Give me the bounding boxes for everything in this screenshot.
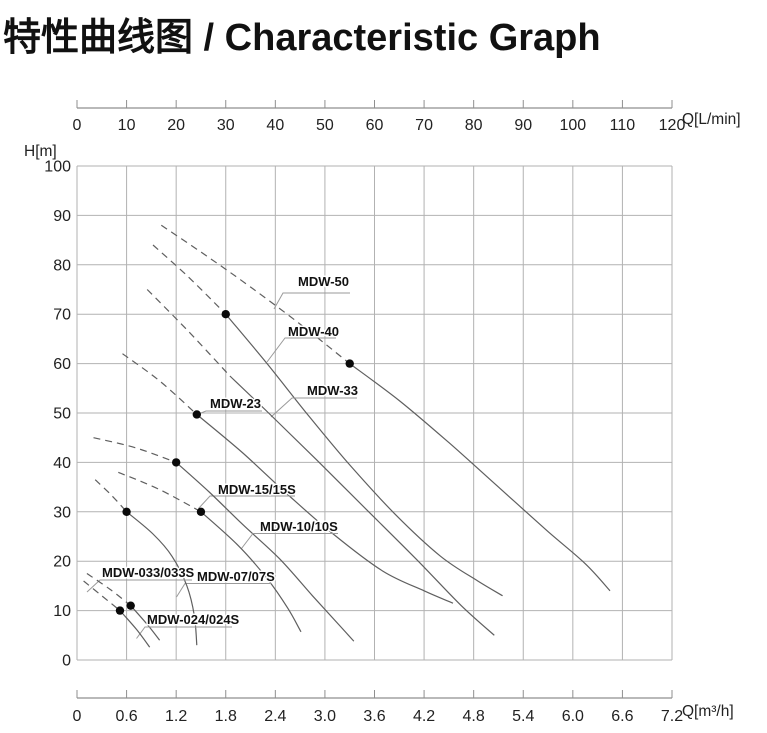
leader-line-mdw-50 bbox=[273, 292, 350, 310]
top-axis-tick-label: 60 bbox=[366, 117, 384, 134]
top-axis-tick-label: 120 bbox=[659, 117, 686, 134]
leader-line-mdw-10-10s bbox=[241, 533, 338, 549]
top-axis-tick-label: 70 bbox=[415, 117, 433, 134]
leader-line-mdw-33 bbox=[270, 397, 357, 418]
curve-solid-mdw-07-07s bbox=[126, 511, 198, 646]
page-title: 特性曲线图 / Characteristic Graph bbox=[3, 17, 601, 59]
curve-dashed-mdw-33 bbox=[146, 289, 231, 377]
top-axis-tick-label: 50 bbox=[316, 117, 334, 134]
top-axis-tick-label: 0 bbox=[73, 117, 82, 134]
curve-label-mdw-10-10s: MDW-10/10S bbox=[260, 519, 338, 534]
bottom-axis-tick-label: 5.4 bbox=[512, 708, 534, 725]
left-axis-tick-label: 50 bbox=[53, 406, 71, 423]
left-axis-tick-label: 70 bbox=[53, 307, 71, 324]
leader-line-mdw-024-024s bbox=[136, 626, 232, 639]
curve-solid-mdw-50 bbox=[349, 363, 611, 592]
top-axis-tick-label: 40 bbox=[266, 117, 284, 134]
bottom-axis-tick-label: 1.2 bbox=[165, 708, 187, 725]
bottom-axis-unit-label: Q[m³/h] bbox=[682, 703, 734, 720]
curve-label-mdw-50: MDW-50 bbox=[298, 274, 349, 289]
left-axis-tick-label: 30 bbox=[53, 504, 71, 521]
curve-label-mdw-07-07s: MDW-07/07S bbox=[197, 569, 275, 584]
duty-point-dot-mdw-15-15s bbox=[171, 458, 181, 467]
leader-line-mdw-23 bbox=[200, 410, 262, 414]
duty-point-dot-mdw-033-033s bbox=[126, 601, 135, 610]
curve-dashed-mdw-033-033s bbox=[86, 573, 132, 607]
top-axis-tick-label: 100 bbox=[559, 117, 586, 134]
duty-point-dot-mdw-40 bbox=[221, 310, 230, 319]
top-axis-tick-label: 10 bbox=[118, 117, 136, 134]
bottom-axis-tick-label: 6.6 bbox=[611, 708, 633, 725]
top-axis-tick-label: 80 bbox=[465, 117, 483, 134]
curve-dashed-mdw-07-07s bbox=[94, 479, 128, 513]
curve-label-mdw-024-024s: MDW-024/024S bbox=[147, 612, 240, 627]
curve-label-mdw-33: MDW-33 bbox=[307, 383, 358, 398]
duty-point-dot-mdw-50 bbox=[345, 359, 354, 368]
top-axis-tick-label: 20 bbox=[167, 117, 185, 134]
bottom-axis-tick-label: 0 bbox=[73, 708, 82, 725]
curve-solid-mdw-40 bbox=[225, 313, 503, 597]
left-axis-tick-label: 40 bbox=[53, 455, 71, 472]
curve-dashed-mdw-15-15s bbox=[93, 437, 177, 463]
curve-solid-mdw-15-15s bbox=[175, 461, 355, 642]
curve-dashed-mdw-23 bbox=[122, 353, 198, 415]
duty-point-dot-mdw-024-024s bbox=[115, 606, 125, 615]
left-axis-tick-label: 80 bbox=[53, 257, 71, 274]
bottom-axis-tick-label: 2.4 bbox=[264, 708, 286, 725]
curve-label-mdw-23: MDW-23 bbox=[210, 396, 261, 411]
duty-point-dot-mdw-07-07s bbox=[122, 507, 131, 516]
curve-label-mdw-15-15s: MDW-15/15S bbox=[218, 482, 296, 497]
duty-point-dot-mdw-10-10s bbox=[196, 507, 206, 516]
duty-point-dot-mdw-23 bbox=[192, 410, 202, 419]
left-axis-tick-label: 60 bbox=[53, 356, 71, 373]
curve-dashed-mdw-10-10s bbox=[118, 471, 202, 513]
top-axis-tick-label: 30 bbox=[217, 117, 235, 134]
curve-solid-mdw-024-024s bbox=[119, 610, 151, 648]
left-axis-tick-label: 90 bbox=[53, 208, 71, 225]
curve-label-mdw-033-033s: MDW-033/033S bbox=[102, 565, 195, 580]
leader-line-mdw-40 bbox=[266, 337, 336, 363]
left-axis-tick-label: 0 bbox=[62, 653, 71, 670]
bottom-axis-tick-label: 6.0 bbox=[562, 708, 584, 725]
left-axis-tick-label: 20 bbox=[53, 554, 71, 571]
curve-solid-mdw-10-10s bbox=[200, 511, 302, 633]
curve-dashed-mdw-50 bbox=[160, 224, 351, 365]
bottom-axis-tick-label: 0.6 bbox=[115, 708, 137, 725]
bottom-axis-tick-label: 7.2 bbox=[661, 708, 683, 725]
top-axis-unit-label: Q[L/min] bbox=[682, 111, 741, 128]
bottom-axis-tick-label: 3.6 bbox=[363, 708, 385, 725]
bottom-axis-tick-label: 4.2 bbox=[413, 708, 435, 725]
curve-label-mdw-40: MDW-40 bbox=[288, 324, 339, 339]
left-axis-tick-label: 100 bbox=[44, 159, 71, 176]
bottom-axis-tick-label: 1.8 bbox=[215, 708, 237, 725]
leader-line-mdw-07-07s bbox=[176, 583, 272, 598]
curve-solid-mdw-33 bbox=[229, 375, 495, 636]
leader-line-mdw-15-15s bbox=[198, 495, 295, 509]
curve-solid-mdw-033-033s bbox=[130, 605, 161, 641]
bottom-axis-tick-label: 3.0 bbox=[314, 708, 336, 725]
top-axis-tick-label: 90 bbox=[514, 117, 532, 134]
curve-dashed-mdw-40 bbox=[152, 244, 227, 315]
curve-dashed-mdw-024-024s bbox=[83, 580, 121, 612]
top-axis-tick-label: 110 bbox=[610, 117, 636, 134]
bottom-axis-tick-label: 4.8 bbox=[463, 708, 485, 725]
left-axis-unit-label: H[m] bbox=[24, 143, 57, 160]
leader-line-mdw-033-033s bbox=[86, 579, 192, 593]
left-axis-tick-label: 10 bbox=[53, 603, 71, 620]
